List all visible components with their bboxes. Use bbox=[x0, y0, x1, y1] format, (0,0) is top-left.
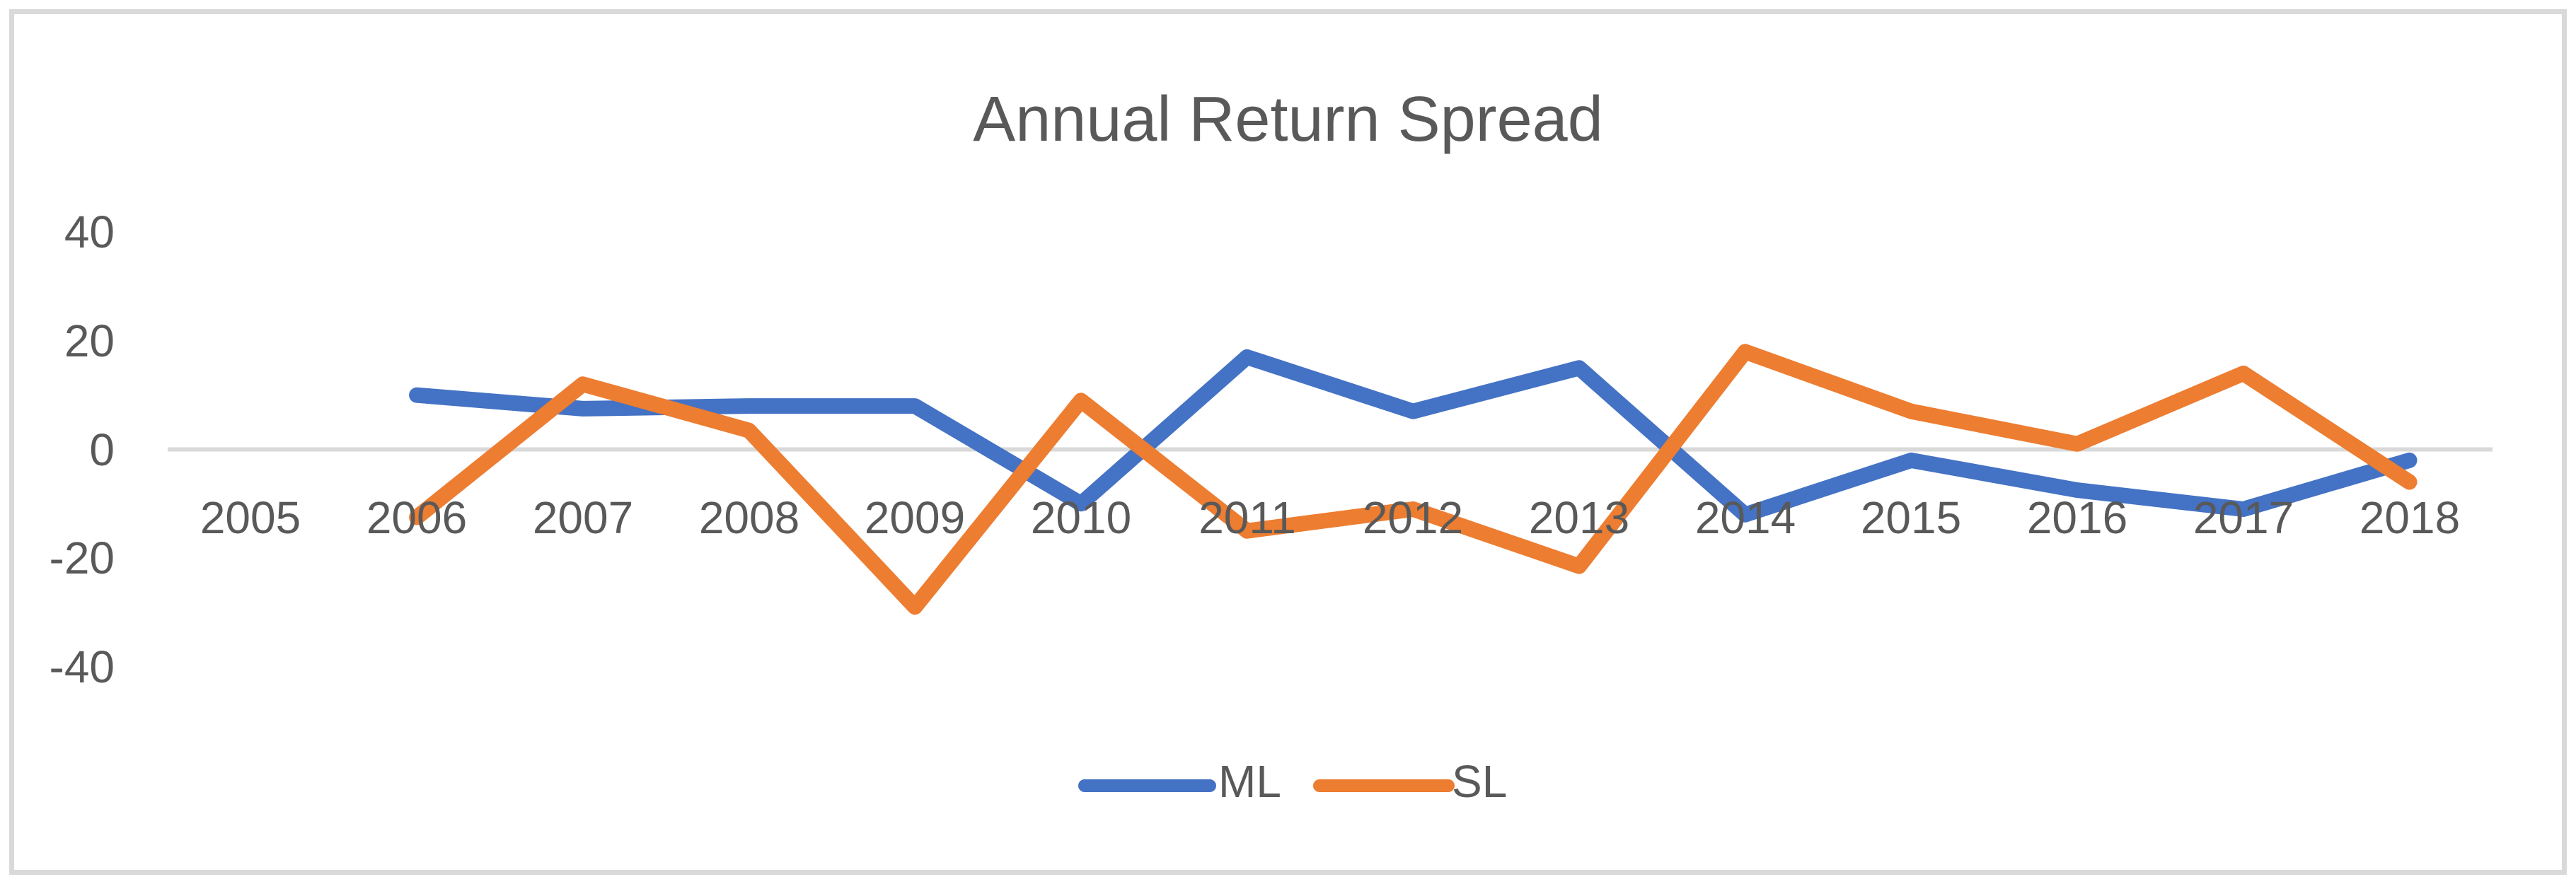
y-tick-label: 0 bbox=[89, 424, 115, 475]
x-tick-label: 2011 bbox=[1199, 492, 1296, 543]
x-tick-label: 2006 bbox=[366, 492, 468, 543]
legend-label-ml: ML bbox=[1218, 756, 1281, 807]
y-tick-label: 20 bbox=[64, 315, 115, 366]
x-tick-label: 2005 bbox=[200, 492, 301, 543]
legend-label-sl: SL bbox=[1452, 756, 1508, 807]
x-tick-label: 2008 bbox=[698, 492, 800, 543]
x-tick-label: 2018 bbox=[2359, 492, 2461, 543]
chart-title: Annual Return Spread bbox=[973, 84, 1603, 155]
x-tick-label: 2010 bbox=[1030, 492, 1132, 543]
y-tick-label: -40 bbox=[49, 641, 115, 692]
y-tick-label: -20 bbox=[49, 533, 115, 583]
x-tick-label: 2009 bbox=[864, 492, 966, 543]
chart-border bbox=[9, 9, 2567, 875]
sl-series-line bbox=[409, 344, 2418, 615]
x-tick-label: 2015 bbox=[1860, 492, 1962, 543]
x-tick-label: 2007 bbox=[532, 492, 634, 543]
x-tick-label: 2013 bbox=[1528, 492, 1630, 543]
x-tick-label: 2014 bbox=[1694, 492, 1796, 543]
x-tick-label: 2012 bbox=[1362, 492, 1464, 543]
ml-series-line bbox=[409, 349, 2418, 523]
y-tick-label: 40 bbox=[64, 207, 115, 257]
x-tick-label: 2017 bbox=[2193, 492, 2294, 543]
x-tick-label: 2016 bbox=[2026, 492, 2128, 543]
